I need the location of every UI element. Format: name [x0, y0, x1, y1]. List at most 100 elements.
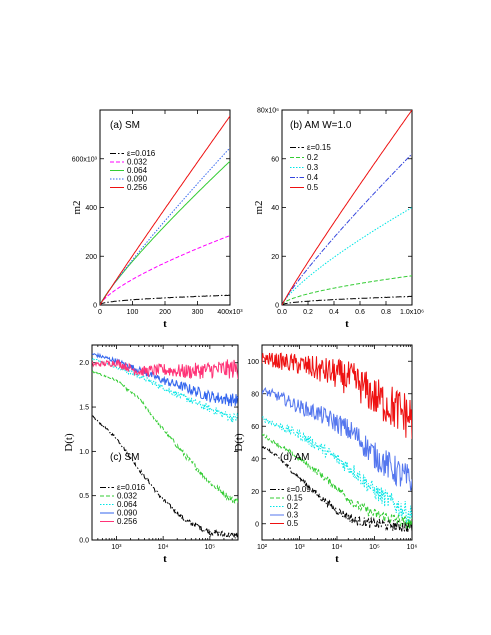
series-line	[100, 235, 230, 305]
x-tick-label: 10⁴	[158, 544, 169, 551]
y-tick-label: 2.0	[79, 360, 89, 367]
series-line	[100, 294, 230, 305]
panel-2: 0.0 0.2 0.4 0.6 0.8 1.0x10⁶ 0 20 40 60 80x10⁶ t m2 (b…	[253, 108, 424, 331]
panel-1: 0 100 200 300 400x10³ 0 200 400 600x10³ t m2 (a) SM…	[71, 109, 243, 330]
x-tick-label: 0.2	[303, 309, 313, 316]
y-axis-title: D(t)	[63, 433, 75, 452]
series-line	[100, 160, 230, 305]
y-tick-label: 20	[251, 489, 259, 496]
x-tick-label: 10³	[294, 544, 305, 551]
legend: ε=0.150.20.30.40.5	[290, 143, 331, 192]
x-axis-title: t	[163, 318, 167, 330]
x-tick-label: 1.0x10⁶	[400, 309, 424, 316]
series-group	[100, 115, 230, 305]
x-tick-label: 400x10³	[217, 309, 243, 316]
y-tick-label: 40	[271, 205, 279, 212]
y-tick-label: 0.0	[79, 538, 89, 545]
legend-label: 0.15	[287, 494, 303, 503]
legend-label: 0.3	[287, 511, 299, 520]
legend-label: 0.2	[287, 502, 299, 511]
y-tick-label: 60	[271, 156, 279, 163]
panel-label: (b) AM W=1.0	[290, 120, 352, 131]
plot-frame	[261, 344, 413, 541]
legend-label: ε=0.016	[117, 483, 146, 492]
series-line	[92, 370, 238, 504]
panel-4: 10² 10³ 10⁴ 10⁵ 10⁶ 0 20 40 60 80 100 t D(t) (d) AM ε=…	[233, 344, 418, 565]
panel-label: (d) AM	[280, 452, 309, 463]
y-tick-label: 80	[251, 391, 259, 398]
x-tick-label: 10⁵	[369, 544, 380, 551]
series-line	[92, 359, 238, 380]
y-tick-label: 40	[251, 456, 259, 463]
x-tick-label: 0.0	[277, 309, 287, 316]
panel-label: (a) SM	[110, 120, 140, 131]
x-tick-label: 10²	[257, 544, 268, 551]
series-line	[262, 433, 412, 529]
legend-label: 0.064	[117, 500, 138, 509]
series-line	[92, 356, 238, 423]
legend-label: 0.032	[117, 492, 138, 501]
series-line	[92, 415, 238, 540]
legend-label: ε=0.016	[127, 149, 156, 158]
series-line	[262, 386, 412, 491]
y-tick-label: 400	[85, 205, 97, 212]
y-axis-title: D(t)	[233, 433, 245, 452]
x-tick-label: 10⁶	[407, 544, 418, 551]
y-axis-title: m2	[71, 200, 83, 214]
y-tick-label: 0.5	[79, 493, 89, 500]
y-tick-label: 0	[255, 521, 259, 528]
x-tick-label: 0.6	[355, 309, 365, 316]
x-tick-label: 100	[127, 309, 139, 316]
legend-label: 0.256	[117, 517, 138, 526]
panel-label: (c) SM	[110, 452, 139, 463]
legend-label: 0.090	[117, 509, 138, 518]
series-line	[282, 207, 412, 305]
y-tick-label: 60	[251, 424, 259, 431]
y-tick-label: 200	[85, 254, 97, 261]
legend-label: ε=0.09	[287, 485, 311, 494]
series-line	[262, 352, 412, 439]
y-tick-label: 600x10³	[72, 156, 98, 163]
legend-label: 0.090	[127, 175, 148, 184]
x-tick-label: 0.8	[381, 309, 391, 316]
legend-label: 0.5	[307, 183, 319, 192]
plot-frame	[91, 344, 239, 541]
y-tick-label: 20	[271, 254, 279, 261]
series-line	[282, 295, 412, 305]
series-line	[262, 446, 412, 533]
legend-label: 0.032	[127, 158, 148, 167]
x-tick-label: 10³	[111, 544, 122, 551]
y-tick-label: 1.5	[79, 405, 89, 412]
x-axis-title: t	[163, 553, 167, 565]
legend-label: ε=0.15	[307, 143, 331, 152]
x-tick-label: 0	[98, 309, 102, 316]
series-group	[262, 352, 412, 533]
y-tick-label: 80x10⁶	[257, 108, 279, 115]
y-axis-title: m2	[253, 200, 265, 214]
y-tick-label: 0	[275, 303, 279, 310]
x-axis-title: t	[335, 553, 339, 565]
series-line	[262, 416, 412, 523]
series-line	[282, 275, 412, 305]
legend-label: 0.064	[127, 166, 148, 175]
series-line	[282, 110, 412, 305]
x-tick-label: 300	[192, 309, 204, 316]
x-tick-label: 10⁴	[332, 544, 343, 551]
y-tick-label: 1.0	[79, 449, 89, 456]
y-tick-label: 100	[247, 359, 259, 366]
series-group	[92, 352, 238, 540]
legend-label: 0.4	[307, 173, 319, 182]
series-line	[100, 115, 230, 305]
x-tick-label: 200	[159, 309, 171, 316]
legend: ε=0.090.150.20.30.5	[270, 485, 311, 528]
panel-3: 10³ 10⁴ 10⁵ 0.0 0.5 1.0 1.5 2.0 t D(t) (c) SM ε=0.0…	[63, 344, 239, 565]
series-line	[100, 147, 230, 305]
x-tick-label: 0.4	[329, 309, 339, 316]
legend-label: 0.3	[307, 163, 319, 172]
x-axis-title: t	[345, 318, 349, 330]
legend-label: 0.256	[127, 183, 148, 192]
legend-label: 0.5	[287, 519, 299, 528]
